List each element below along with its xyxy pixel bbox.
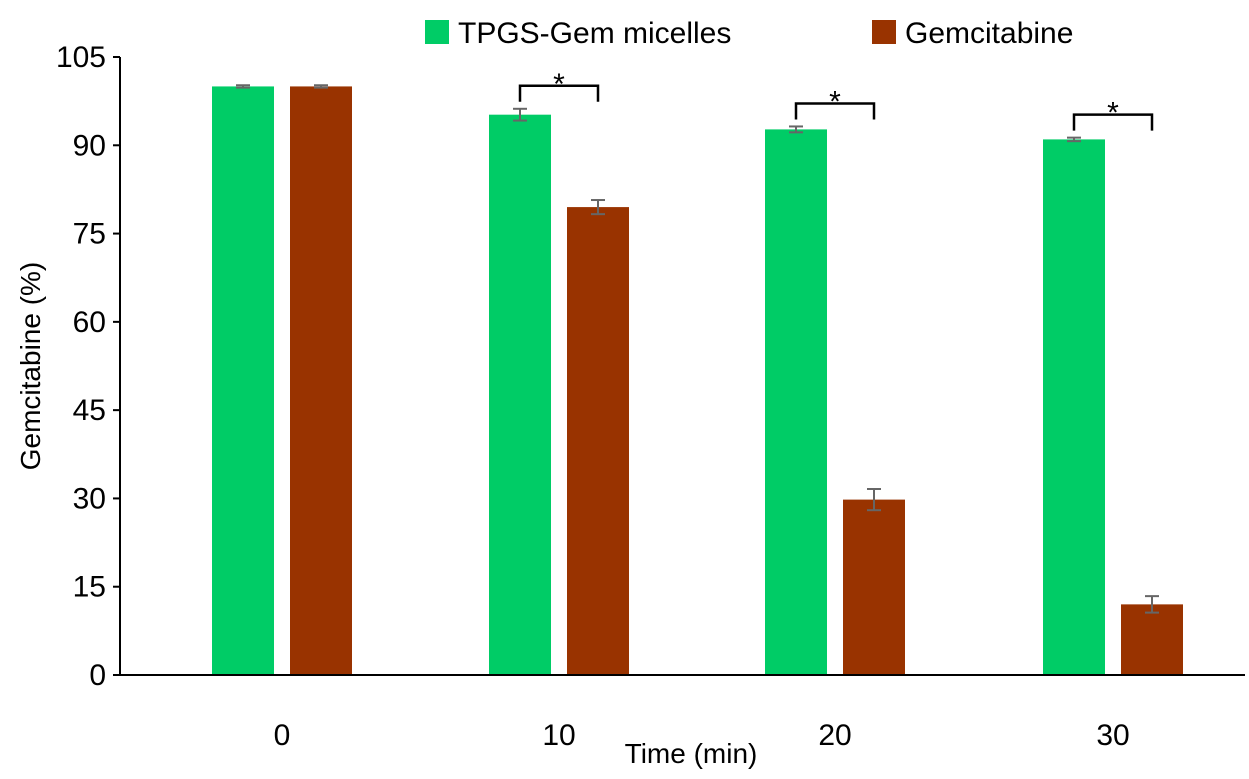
legend-label-gemcitabine: Gemcitabine: [905, 17, 1073, 50]
bar-tpgs: [489, 114, 551, 676]
x-tick-label: 30: [1096, 719, 1129, 752]
y-axis-label: Gemcitabine (%): [15, 262, 46, 471]
y-tick-label: 0: [89, 659, 106, 692]
error-bar: [236, 84, 250, 89]
bar-gemcitabine: [290, 86, 352, 675]
significance-star: *: [553, 68, 565, 101]
legend-swatch-gemcitabine: [872, 20, 896, 44]
axes: [119, 57, 1245, 676]
significance-star: *: [829, 85, 841, 118]
y-ticks: 0 15 30 45 60 75 90 105: [56, 41, 120, 692]
significance-star: *: [1107, 97, 1119, 130]
error-bars-layer: [236, 84, 1159, 614]
significance-layer: * * *: [518, 68, 1154, 131]
x-tick-label: 0: [274, 719, 291, 752]
bar-gemcitabine: [567, 207, 629, 676]
y-tick-label: 30: [73, 482, 106, 515]
error-bar: [867, 488, 881, 512]
x-tick-label: 20: [818, 719, 851, 752]
bars-layer: [212, 86, 1183, 676]
error-bar: [1145, 595, 1159, 614]
error-bar: [513, 107, 527, 122]
legend-swatch-tpgs: [425, 20, 449, 44]
significance-bracket: *: [1072, 97, 1154, 131]
x-axis-label: Time (min): [625, 738, 758, 769]
y-tick-label: 105: [56, 41, 106, 74]
bar-gemcitabine: [1121, 604, 1183, 675]
bar-gemcitabine: [843, 499, 905, 675]
y-tick-label: 15: [73, 571, 106, 604]
significance-bracket: *: [794, 85, 876, 120]
error-bar: [789, 125, 803, 134]
legend-label-tpgs: TPGS-Gem micelles: [458, 17, 731, 50]
x-ticks: 0 10 20 30: [274, 719, 1130, 752]
error-bar: [591, 199, 605, 216]
bar-tpgs: [212, 86, 274, 675]
legend: TPGS-Gem micelles Gemcitabine: [425, 17, 1073, 50]
y-tick-label: 75: [73, 218, 106, 251]
y-tick-label: 60: [73, 306, 106, 339]
y-tick-label: 45: [73, 394, 106, 427]
x-tick-label: 10: [542, 719, 575, 752]
significance-bracket: *: [518, 68, 600, 102]
y-tick-label: 90: [73, 129, 106, 162]
error-bar: [314, 84, 328, 89]
bar-tpgs: [1043, 139, 1105, 675]
error-bar: [1067, 136, 1081, 143]
bar-tpgs: [765, 129, 827, 675]
